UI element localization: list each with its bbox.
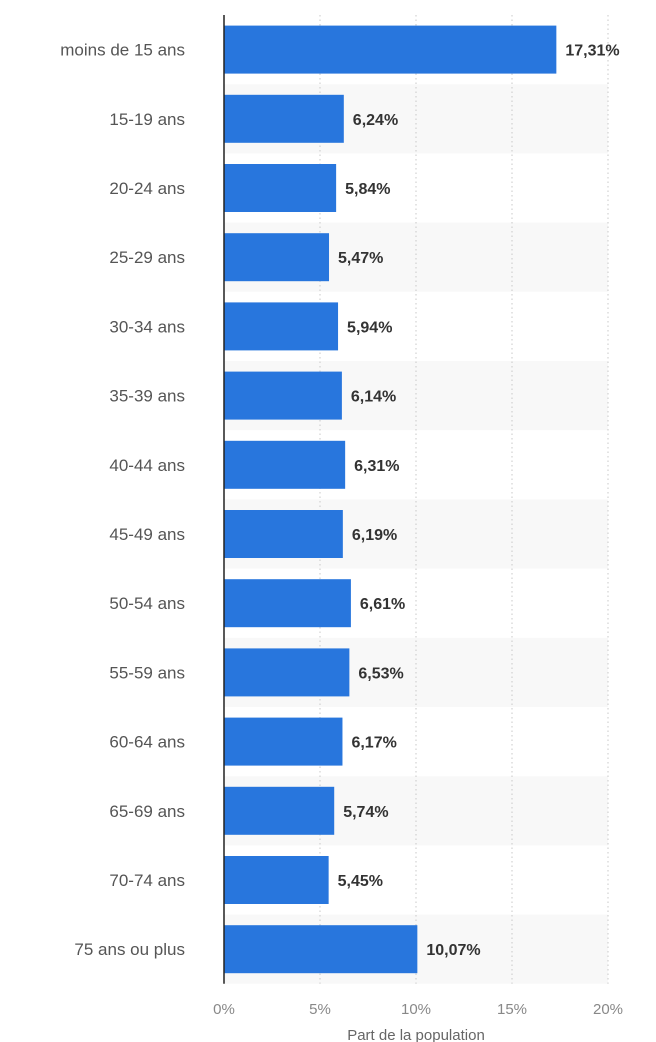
bar[interactable] <box>224 510 343 558</box>
value-label: 6,61% <box>360 596 405 613</box>
bar[interactable] <box>224 302 339 351</box>
value-label: 10,07% <box>426 942 480 959</box>
category-label: 65-69 ans <box>109 802 185 821</box>
value-labels: 17,31% 6,24% 5,84% 5,47% 5,94% 6,14% 6,31% 6,19… <box>338 43 620 960</box>
bar[interactable] <box>224 925 418 974</box>
bar[interactable] <box>224 717 343 766</box>
x-axis-title: Part de la population <box>347 1027 485 1042</box>
category-label: 75 ans ou plus <box>74 940 185 959</box>
bar[interactable] <box>224 25 557 74</box>
bar[interactable] <box>224 856 329 904</box>
value-label: 17,31% <box>565 43 619 60</box>
bar[interactable] <box>224 371 342 420</box>
value-label: 6,24% <box>353 112 398 129</box>
category-label: 30-34 ans <box>109 317 185 336</box>
value-label: 6,53% <box>358 665 403 682</box>
value-label: 5,47% <box>338 250 383 267</box>
x-tick-label: 15% <box>497 1001 527 1018</box>
category-label: 25-29 ans <box>109 248 185 267</box>
category-label: 40-44 ans <box>109 456 185 475</box>
value-label: 5,74% <box>343 804 388 821</box>
x-tick-label: 5% <box>309 1001 331 1018</box>
value-label: 5,84% <box>345 181 390 198</box>
x-axis-ticks: 0% 5% 10% 15% 20% <box>213 1001 623 1018</box>
category-label: 55-59 ans <box>109 663 185 682</box>
category-label: 60-64 ans <box>109 733 185 752</box>
category-label: 50-54 ans <box>109 594 185 613</box>
value-label: 5,45% <box>338 873 383 890</box>
bar[interactable] <box>224 440 346 489</box>
category-labels: moins de 15 ans 15-19 ans 20-24 ans 25-29 a… <box>60 41 185 960</box>
bar[interactable] <box>224 233 330 282</box>
value-label: 6,31% <box>354 458 399 475</box>
category-label: 15-19 ans <box>109 110 185 129</box>
category-label: 35-39 ans <box>109 387 185 406</box>
x-tick-label: 0% <box>213 1001 235 1018</box>
x-tick-label: 10% <box>401 1001 431 1018</box>
category-label: 20-24 ans <box>109 179 185 198</box>
bar[interactable] <box>224 648 350 697</box>
category-label: 70-74 ans <box>109 871 185 890</box>
bars <box>224 25 557 974</box>
value-label: 6,19% <box>352 527 397 544</box>
bar[interactable] <box>224 786 335 835</box>
value-label: 5,94% <box>347 319 392 336</box>
category-label: 45-49 ans <box>109 525 185 544</box>
value-label: 6,17% <box>351 735 396 752</box>
bar[interactable] <box>224 164 337 212</box>
bar[interactable] <box>224 579 351 628</box>
category-label: moins de 15 ans <box>60 41 185 60</box>
value-label: 6,14% <box>351 389 396 406</box>
bar[interactable] <box>224 94 344 143</box>
x-tick-label: 20% <box>593 1001 623 1018</box>
